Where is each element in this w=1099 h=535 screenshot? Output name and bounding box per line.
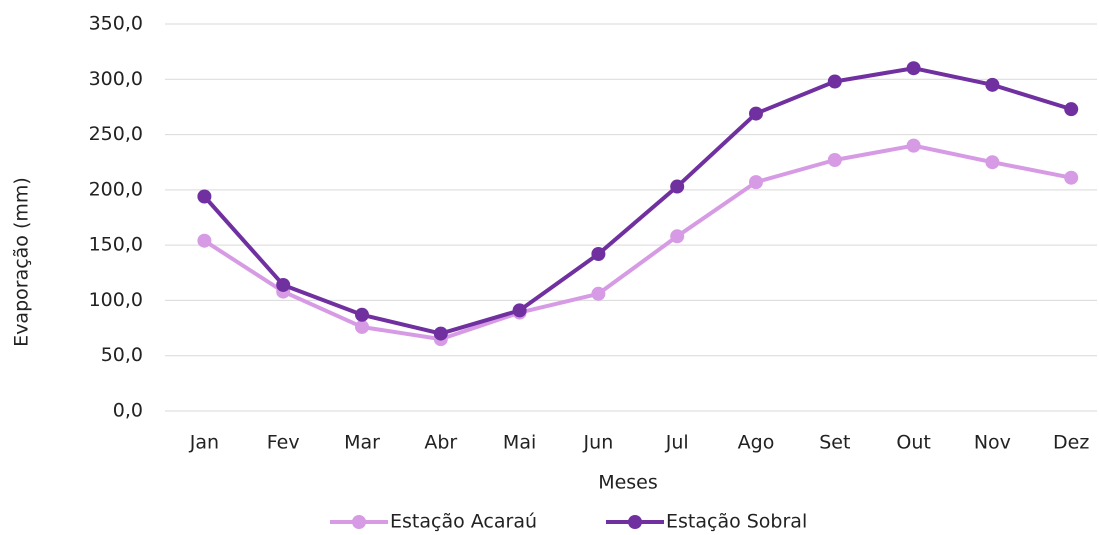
data-point [985,77,1000,92]
data-point [276,277,291,292]
y-tick-label: 300,0 [89,68,143,90]
legend-marker [628,515,642,529]
data-point [355,319,369,334]
y-tick-label: 250,0 [89,123,143,145]
data-point [670,179,685,194]
series-line [202,66,1072,336]
legend-label: Estação Acaraú [390,511,537,533]
data-point [591,246,606,261]
y-tick-label: 150,0 [89,234,143,256]
x-tick-label: Out [896,432,930,454]
y-tick-label: 0,0 [113,400,143,422]
x-tick-label: Ago [738,432,775,454]
x-tick-label: Jun [583,432,614,454]
x-tick-label: Abr [424,432,457,454]
data-point [433,326,448,341]
x-tick-label: Mar [344,432,380,454]
x-tick-label: Nov [974,432,1011,454]
x-tick-label: Mai [503,432,536,454]
y-axis-title: Evaporação (mm) [11,177,33,347]
y-tick-label: 350,0 [89,13,143,35]
x-tick-label: Jul [665,432,689,454]
data-point [197,233,212,248]
x-tick-label: Dez [1053,432,1089,454]
data-point [670,229,685,244]
x-tick-label: Fev [267,432,300,454]
data-point [906,138,921,153]
data-point [1064,102,1079,117]
data-point [1064,170,1079,185]
data-point [591,286,606,301]
legend-label: Estação Sobral [666,511,807,533]
data-point [355,307,369,322]
data-point [749,175,763,190]
y-tick-label: 50,0 [101,344,143,366]
data-point [512,303,527,318]
y-tick-label: 200,0 [89,178,143,200]
x-tick-label: Set [819,432,850,454]
y-tick-label: 100,0 [89,289,143,311]
x-tick-label: Jan [189,432,219,454]
data-point [906,61,921,76]
data-point [827,74,842,89]
x-axis-title: Meses [598,472,658,494]
data-point [197,189,212,204]
data-point [749,106,763,121]
legend-marker [352,515,366,529]
data-point [985,155,1000,170]
series-line [203,143,1072,342]
data-point [827,153,842,168]
